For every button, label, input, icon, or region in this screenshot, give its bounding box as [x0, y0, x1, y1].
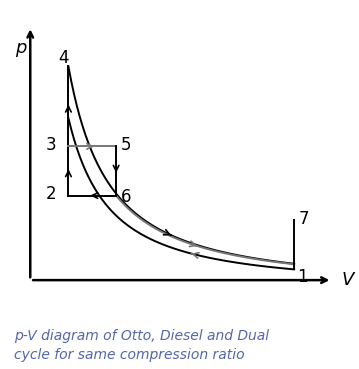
- Text: 4: 4: [59, 49, 69, 67]
- Text: 6: 6: [120, 188, 131, 206]
- Text: 7: 7: [298, 210, 309, 228]
- Text: p-V diagram of Otto, Diesel and Dual
cycle for same compression ratio: p-V diagram of Otto, Diesel and Dual cyc…: [14, 329, 270, 362]
- Text: 3: 3: [46, 136, 56, 154]
- Text: 5: 5: [120, 136, 131, 154]
- Text: 2: 2: [46, 185, 56, 203]
- Text: 1: 1: [297, 268, 307, 286]
- Text: p: p: [15, 39, 27, 57]
- Text: V: V: [342, 271, 354, 289]
